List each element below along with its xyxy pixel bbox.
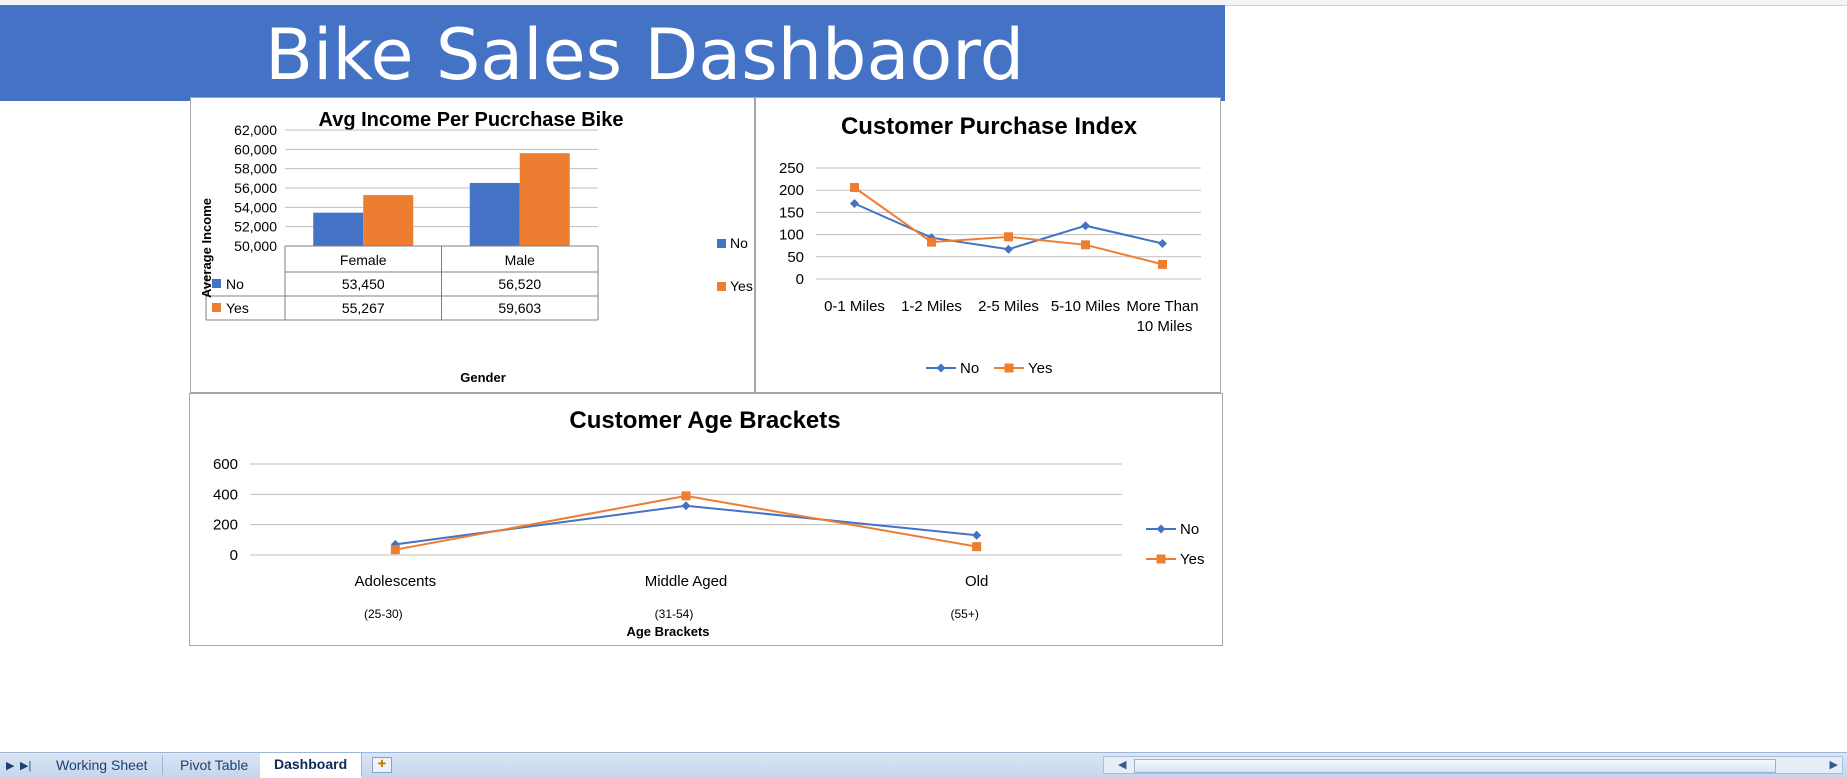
point-yes (1158, 259, 1167, 269)
category-label: 0-1 Miles (824, 298, 885, 315)
table-series-label: Yes (226, 300, 249, 316)
customer-purchase-index-chart-svg: Customer Purchase Index 050100150200250 … (779, 113, 1201, 377)
data-label: 56,520 (498, 276, 541, 292)
insert-sheet-icon[interactable]: ✚ (372, 757, 392, 773)
category-label: Middle Aged (645, 573, 728, 590)
legend-marker-yes (1004, 363, 1014, 373)
point-no (1004, 244, 1013, 254)
y-tick-label: 0 (230, 547, 238, 564)
bar-no-male (469, 182, 520, 246)
y-tick-label: 400 (213, 486, 238, 503)
customer-purchase-index-chart[interactable]: Customer Purchase Index 0 50 100 150 200 250 … (755, 97, 1221, 393)
y-tick-label: 50 (787, 249, 804, 266)
bar-no-female (313, 212, 364, 246)
point-no (850, 199, 859, 209)
category-range-label: (55+) (950, 607, 978, 621)
x-axis-label: Age Brackets (626, 624, 709, 639)
table-series-label: No (226, 276, 244, 292)
point-yes (390, 545, 400, 555)
y-tick-label: 200 (779, 182, 804, 199)
y-tick-label: 52,000 (234, 219, 277, 235)
y-tick-label: 0 (796, 271, 804, 288)
point-no (1081, 221, 1090, 231)
x-axis-label: Gender (460, 370, 506, 385)
category-label: 2-5 Miles (978, 298, 1039, 315)
series-line-no (854, 202, 1163, 251)
legend-label-no: No (960, 360, 979, 377)
scroll-first-sheet-icon[interactable]: ▶ (6, 760, 15, 772)
y-tick-label: 62,000 (234, 122, 277, 138)
category-label: 1-2 Miles (901, 298, 962, 315)
point-yes (927, 237, 936, 247)
category-label: More Than 10 Miles (1126, 298, 1198, 335)
y-tick-label: 50,000 (234, 238, 277, 254)
scroll-right-icon[interactable]: ▶ (1829, 759, 1838, 771)
legend-label-yes: Yes (730, 278, 753, 294)
category-range-label: (31-54) (655, 607, 694, 621)
y-tick-label: 56,000 (234, 180, 277, 196)
category-label: Male (505, 252, 536, 268)
tab-working-sheet[interactable]: Working Sheet (42, 755, 163, 775)
table-legend-key-yes (212, 303, 221, 312)
category-label: Female (340, 252, 387, 268)
legend-label-yes: Yes (1028, 360, 1052, 377)
tab-pivot-table[interactable]: Pivot Table (166, 755, 264, 775)
y-tick-label: 250 (779, 160, 804, 177)
chart-title: Customer Purchase Index (841, 113, 1138, 140)
y-tick-label: 200 (213, 517, 238, 534)
table-legend-key-no (212, 279, 221, 288)
dashboard-title: Bike Sales Dashbaord (265, 14, 1025, 96)
y-tick-label: 54,000 (234, 199, 277, 215)
customer-age-brackets-chart[interactable]: Customer Age Brackets 0 200 400 600 Adolesc… (189, 393, 1223, 646)
category-range-label: (25-30) (364, 607, 403, 621)
dashboard-banner: Bike Sales Dashbaord (0, 5, 1225, 101)
y-tick-label: 58,000 (234, 161, 277, 177)
bar-yes-female (363, 195, 414, 246)
point-yes (972, 542, 982, 552)
point-no (972, 530, 982, 540)
legend-key-yes (717, 282, 726, 291)
point-yes (1004, 232, 1013, 242)
scrollbar-thumb[interactable] (1134, 759, 1776, 773)
legend-marker-yes (1156, 554, 1166, 564)
chart-title: Customer Age Brackets (569, 407, 840, 434)
avg-income-chart[interactable]: Avg Income Per Pucrchase Bike 50,000 52,0… (190, 97, 755, 393)
y-tick-label: 60,000 (234, 141, 277, 157)
data-label: 53,450 (342, 276, 385, 292)
legend-label-no: No (730, 235, 748, 251)
scroll-left-icon[interactable]: ◀ (1118, 759, 1127, 771)
chart-title: Avg Income Per Pucrchase Bike (319, 109, 624, 131)
category-label: 5-10 Miles (1051, 298, 1120, 315)
y-tick-label: 600 (213, 456, 238, 473)
point-yes (850, 183, 859, 193)
legend-label-yes: Yes (1180, 551, 1204, 568)
y-tick-label: 100 (779, 227, 804, 244)
point-no (681, 501, 691, 511)
data-label: 55,267 (342, 300, 385, 316)
point-yes (681, 491, 691, 501)
horizontal-scrollbar[interactable]: ◀ ▶ (1103, 756, 1843, 774)
bar-yes-male (519, 153, 570, 246)
legend-marker-no (1156, 524, 1166, 534)
avg-income-chart-svg: Avg Income Per Pucrchase Bike 50,000 52,0… (199, 109, 753, 385)
sheet-tab-bar: ▶ ▶| Working Sheet Pivot Table Dashboard… (0, 752, 1847, 778)
point-yes (1081, 240, 1090, 250)
tab-dashboard[interactable]: Dashboard (260, 753, 363, 778)
y-axis-label: Average Income (199, 198, 214, 298)
scroll-last-sheet-icon[interactable]: ▶| (20, 760, 32, 772)
point-no (1158, 238, 1167, 248)
legend-key-no (717, 239, 726, 248)
customer-age-brackets-chart-svg: Customer Age Brackets 0 200 400 600 Adolesc… (213, 407, 1205, 639)
category-label: Adolescents (354, 573, 436, 590)
legend-marker-no (936, 363, 946, 373)
category-label: Old (965, 573, 988, 590)
data-label: 59,603 (498, 300, 541, 316)
y-tick-label: 150 (779, 204, 804, 221)
legend-label-no: No (1180, 521, 1199, 538)
